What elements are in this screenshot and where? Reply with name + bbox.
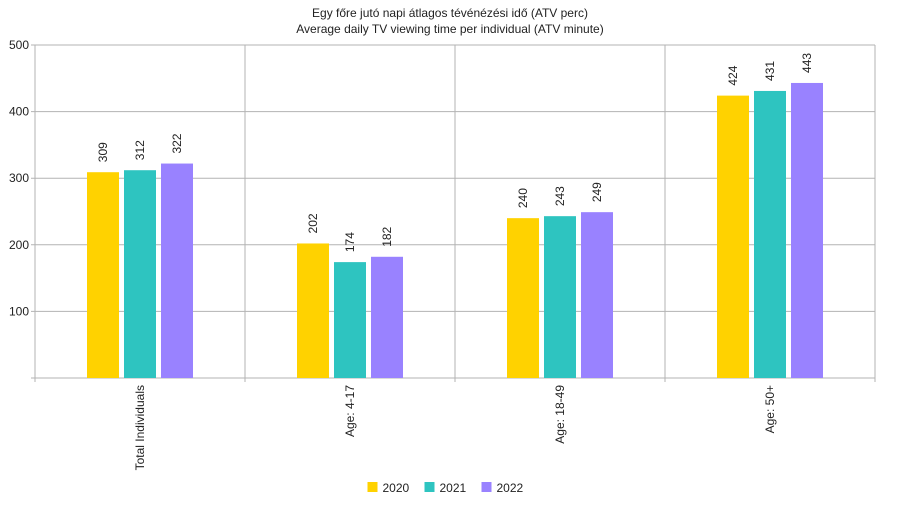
data-label: 322 (170, 133, 184, 153)
bar (297, 243, 329, 378)
x-category-label: Age: 50+ (763, 385, 777, 433)
bar (754, 90, 786, 378)
x-category-label: Age: 18-49 (553, 385, 567, 444)
data-label: 443 (800, 53, 814, 73)
y-tick-label: 200 (9, 238, 29, 252)
legend-swatch (424, 482, 435, 492)
bars (87, 82, 823, 378)
data-label: 202 (306, 213, 320, 233)
bar (161, 163, 193, 378)
legend-label: 2022 (497, 481, 524, 495)
bar (581, 212, 613, 378)
legend-label: 2020 (383, 481, 410, 495)
data-label: 243 (553, 186, 567, 206)
bar (507, 218, 539, 378)
data-label: 249 (590, 182, 604, 202)
data-label: 182 (380, 226, 394, 246)
data-label: 309 (96, 142, 110, 162)
bar (334, 262, 366, 378)
legend: 2020 2021 2022 (367, 481, 524, 495)
y-tick-label: 300 (9, 171, 29, 185)
bar (717, 95, 749, 378)
data-label: 431 (763, 61, 777, 81)
data-label: 312 (133, 140, 147, 160)
legend-label: 2021 (440, 481, 467, 495)
chart-subtitle: Average daily TV viewing time per indivi… (296, 22, 603, 36)
bar (371, 256, 403, 378)
x-category-label: Age: 4-17 (343, 385, 357, 437)
y-tick-label: 400 (9, 105, 29, 119)
bar (87, 172, 119, 378)
data-label: 240 (516, 188, 530, 208)
data-label: 424 (726, 65, 740, 85)
legend-swatch (367, 482, 378, 492)
chart-title: Egy főre jutó napi átlagos tévénézési id… (312, 6, 588, 20)
category-labels: Total Individuals Age: 4-17 Age: 18-49 Age:… (133, 385, 777, 471)
bar (544, 216, 576, 378)
y-tick-label: 100 (9, 304, 29, 318)
data-labels: 309 312 322 202 174 182 240 243 249 424 431 443 (96, 53, 814, 253)
bar (124, 170, 156, 378)
bar (791, 82, 823, 378)
y-tick-label: 500 (9, 38, 29, 52)
legend-swatch (481, 482, 492, 492)
x-category-label: Total Individuals (133, 385, 147, 470)
data-label: 174 (343, 232, 357, 252)
